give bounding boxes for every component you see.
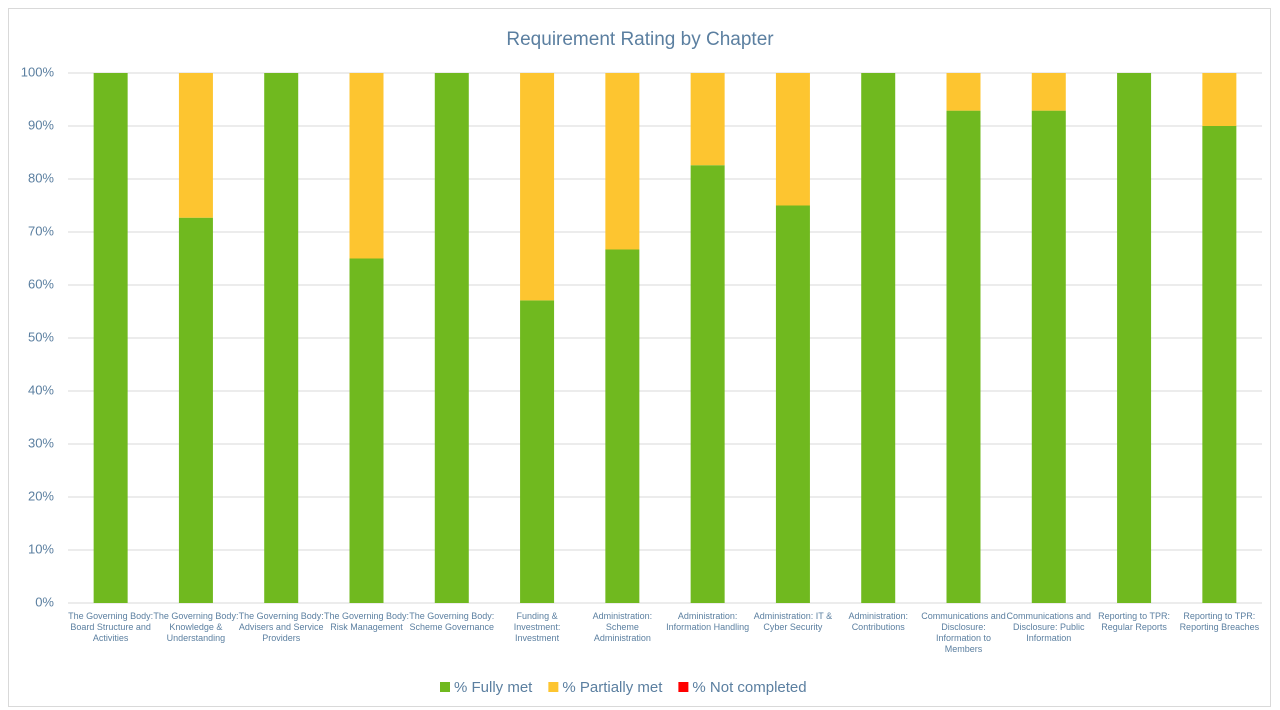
bar-segment [775, 73, 810, 206]
y-tick-label: 100% [21, 64, 55, 79]
bar-segment [520, 300, 555, 603]
y-tick-label: 80% [28, 170, 54, 185]
bar-segment [434, 73, 469, 603]
bar-segment [1202, 73, 1237, 126]
x-tick-label: The Governing Body: Knowledge & Understa… [153, 611, 239, 643]
bar-segment [1031, 110, 1066, 603]
legend-label: % Partially met [562, 679, 663, 696]
bar-segment [1117, 73, 1152, 603]
bar-segment [690, 165, 725, 603]
x-tick-label: Administration: Scheme Administration [592, 611, 653, 643]
y-tick-label: 10% [28, 541, 54, 556]
bar-segment [690, 73, 725, 166]
chart-title: Requirement Rating by Chapter [506, 29, 774, 50]
bar-segment [93, 73, 128, 603]
y-tick-label: 70% [28, 223, 54, 238]
legend-label: % Not completed [692, 679, 806, 696]
x-tick-label: The Governing Body: Advisers and Service… [238, 611, 324, 643]
bar-segment [264, 73, 299, 603]
y-tick-label: 20% [28, 488, 54, 503]
legend-swatch [440, 682, 450, 692]
bar-segment [946, 73, 981, 111]
x-tick-label: Reporting to TPR: Regular Reports [1098, 611, 1170, 632]
legend-swatch [678, 682, 689, 692]
x-tick-label: Communications and Disclosure: Informati… [921, 611, 1006, 654]
y-tick-label: 0% [35, 594, 54, 609]
bar-segment [605, 249, 640, 604]
bar-segment [1202, 126, 1237, 603]
x-tick-label: The Governing Body: Risk Management [323, 611, 410, 632]
x-tick-label: Reporting to TPR: Reporting Breaches [1179, 611, 1260, 632]
bar-segment [605, 73, 640, 250]
y-tick-label: 30% [28, 435, 54, 450]
bar-segment [178, 73, 213, 218]
y-tick-label: 40% [28, 382, 54, 397]
bar-segment [178, 217, 213, 603]
x-tick-label: Funding & Investment: Investment [513, 611, 561, 643]
x-tick-label: Communications and Disclosure: Public In… [1006, 611, 1092, 643]
y-tick-label: 50% [28, 329, 54, 344]
bar-segment [520, 73, 555, 301]
legend-swatch [548, 682, 559, 692]
x-tick-label: Administration: Contributions [848, 611, 908, 632]
bar-segment [775, 205, 810, 603]
y-tick-label: 90% [28, 117, 54, 132]
y-tick-label: 60% [28, 276, 54, 291]
bar-segment [946, 110, 981, 603]
bar-segment [1031, 73, 1066, 111]
bar-segment [349, 258, 384, 603]
bar-segment [349, 73, 384, 259]
x-tick-label: Administration: IT & Cyber Security [753, 611, 833, 632]
x-tick-label: The Governing Body: Scheme Governance [409, 611, 495, 632]
x-tick-label: The Governing Body: Board Structure and … [68, 611, 154, 643]
bar-segment [861, 73, 896, 603]
legend-label: % Fully met [454, 679, 533, 696]
x-tick-label: Administration: Information Handling [666, 611, 750, 632]
